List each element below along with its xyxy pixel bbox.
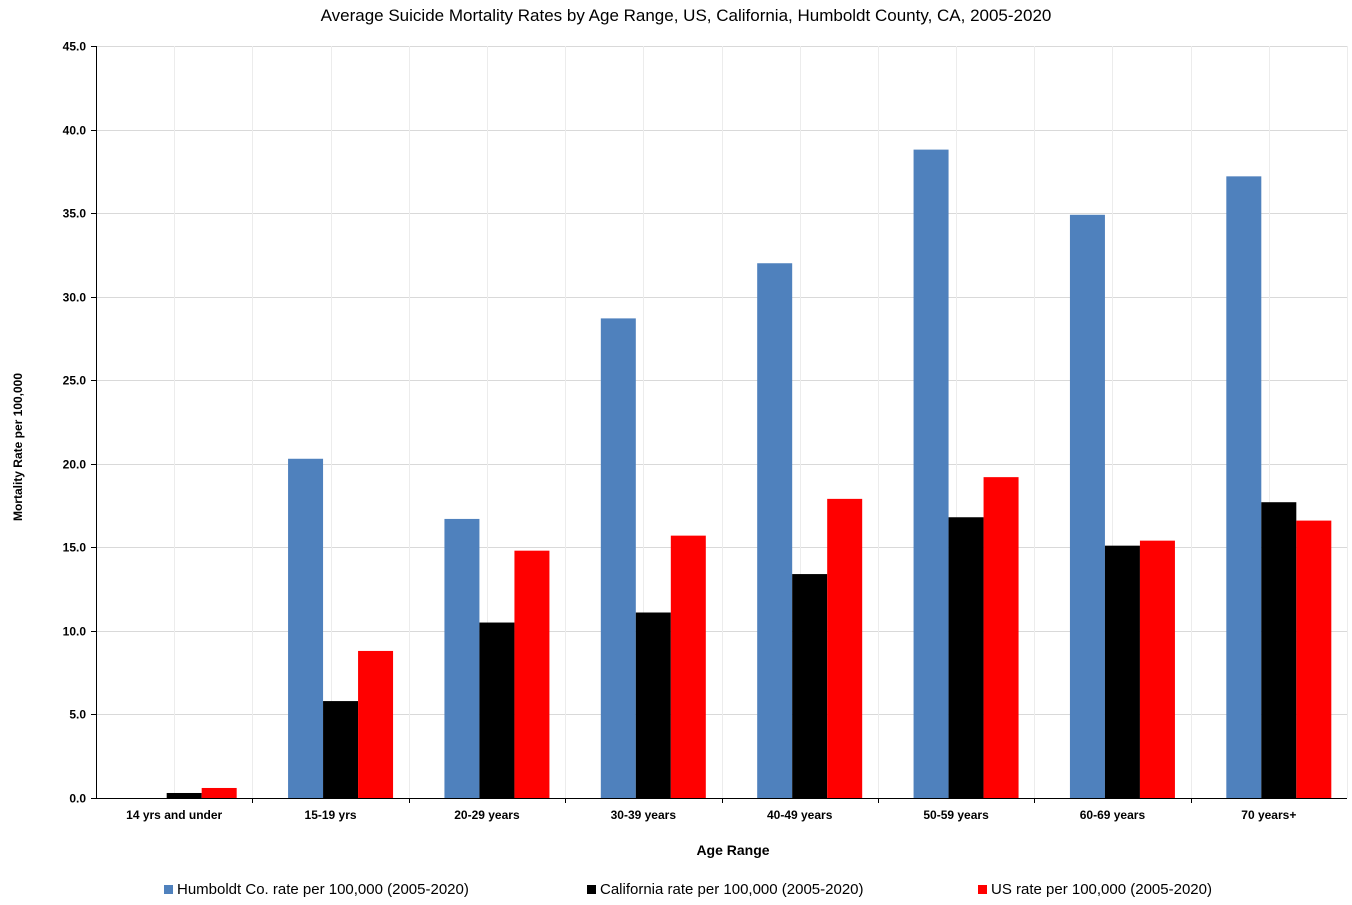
bar: California rate per 100,000 (2005-2020):… (1104, 545, 1140, 798)
legend-swatch (587, 885, 596, 894)
y-axis-title: Mortality Rate per 100,000 (11, 373, 25, 521)
axes (91, 46, 1347, 803)
bar: Humboldt Co. rate per 100,000 (2005-2020… (913, 149, 949, 798)
bar: US rate per 100,000 (2005-2020): 40-49 y… (827, 498, 863, 798)
x-tick-label: 50-59 years (923, 808, 989, 822)
y-tick-label: 45.0 (63, 40, 87, 54)
legend-swatch (164, 885, 173, 894)
legend: Humboldt Co. rate per 100,000 (2005-2020… (164, 881, 1212, 898)
bar: Humboldt Co. rate per 100,000 (2005-2020… (1069, 214, 1105, 798)
bar: US rate per 100,000 (2005-2020): 20-29 y… (514, 550, 550, 798)
bars: Humboldt Co. rate per 100,000 (2005-2020… (166, 149, 1332, 798)
bar: Humboldt Co. rate per 100,000 (2005-2020… (1226, 176, 1262, 798)
bar: California rate per 100,000 (2005-2020):… (635, 612, 671, 798)
bar: US rate per 100,000 (2005-2020): 30-39 y… (670, 535, 706, 798)
bar: Humboldt Co. rate per 100,000 (2005-2020… (288, 458, 324, 798)
y-tick-label: 0.0 (69, 792, 86, 806)
bar: California rate per 100,000 (2005-2020):… (948, 517, 984, 798)
bar: Humboldt Co. rate per 100,000 (2005-2020… (757, 263, 793, 798)
y-tick-label: 15.0 (63, 541, 87, 555)
x-tick-label: 70 years+ (1241, 808, 1296, 822)
x-tick-label: 30-39 years (611, 808, 677, 822)
bar: California rate per 100,000 (2005-2020):… (323, 701, 359, 798)
x-tick-label: 14 yrs and under (126, 808, 222, 822)
bar: California rate per 100,000 (2005-2020):… (1261, 502, 1297, 798)
x-tick-label: 20-29 years (454, 808, 520, 822)
y-tick-label: 30.0 (63, 291, 87, 305)
bar: California rate per 100,000 (2005-2020):… (166, 792, 202, 798)
y-tick-label: 35.0 (63, 207, 87, 221)
y-axis-ticks: 0.0 5.0 10.0 15.0 20.0 25.0 30.0 35.0 40.0 45.0 (63, 40, 87, 806)
legend-swatch (978, 885, 987, 894)
x-tick-label: 40-49 years (767, 808, 833, 822)
bar: Humboldt Co. rate per 100,000 (2005-2020… (600, 318, 636, 798)
bar: US rate per 100,000 (2005-2020): 15-19 y… (358, 650, 394, 798)
bar: California rate per 100,000 (2005-2020):… (792, 574, 828, 798)
y-tick-label: 40.0 (63, 124, 87, 138)
legend-label: Humboldt Co. rate per 100,000 (2005-2020… (177, 881, 469, 898)
x-axis-ticks: 14 yrs and under 15-19 yrs 20-29 years 30-3… (126, 808, 1296, 822)
y-tick-label: 10.0 (63, 625, 87, 639)
bar: US rate per 100,000 (2005-2020): 50-59 y… (983, 477, 1019, 798)
bar: Humboldt Co. rate per 100,000 (2005-2020… (444, 518, 480, 798)
x-axis-title: Age Range (696, 842, 769, 858)
bar: US rate per 100,000 (2005-2020): 14 yrs … (201, 787, 237, 798)
x-tick-label: 60-69 years (1080, 808, 1146, 822)
bar: US rate per 100,000 (2005-2020): 70 year… (1296, 520, 1332, 798)
x-tick-label: 15-19 yrs (305, 808, 357, 822)
bar: California rate per 100,000 (2005-2020):… (479, 622, 515, 798)
y-tick-label: 25.0 (63, 374, 87, 388)
legend-label: California rate per 100,000 (2005-2020) (600, 881, 864, 898)
y-tick-label: 20.0 (63, 458, 87, 472)
y-tick-label: 5.0 (69, 708, 86, 722)
legend-label: US rate per 100,000 (2005-2020) (991, 881, 1212, 898)
chart-title: Average Suicide Mortality Rates by Age R… (321, 6, 1052, 25)
bar: US rate per 100,000 (2005-2020): 60-69 y… (1139, 540, 1175, 798)
